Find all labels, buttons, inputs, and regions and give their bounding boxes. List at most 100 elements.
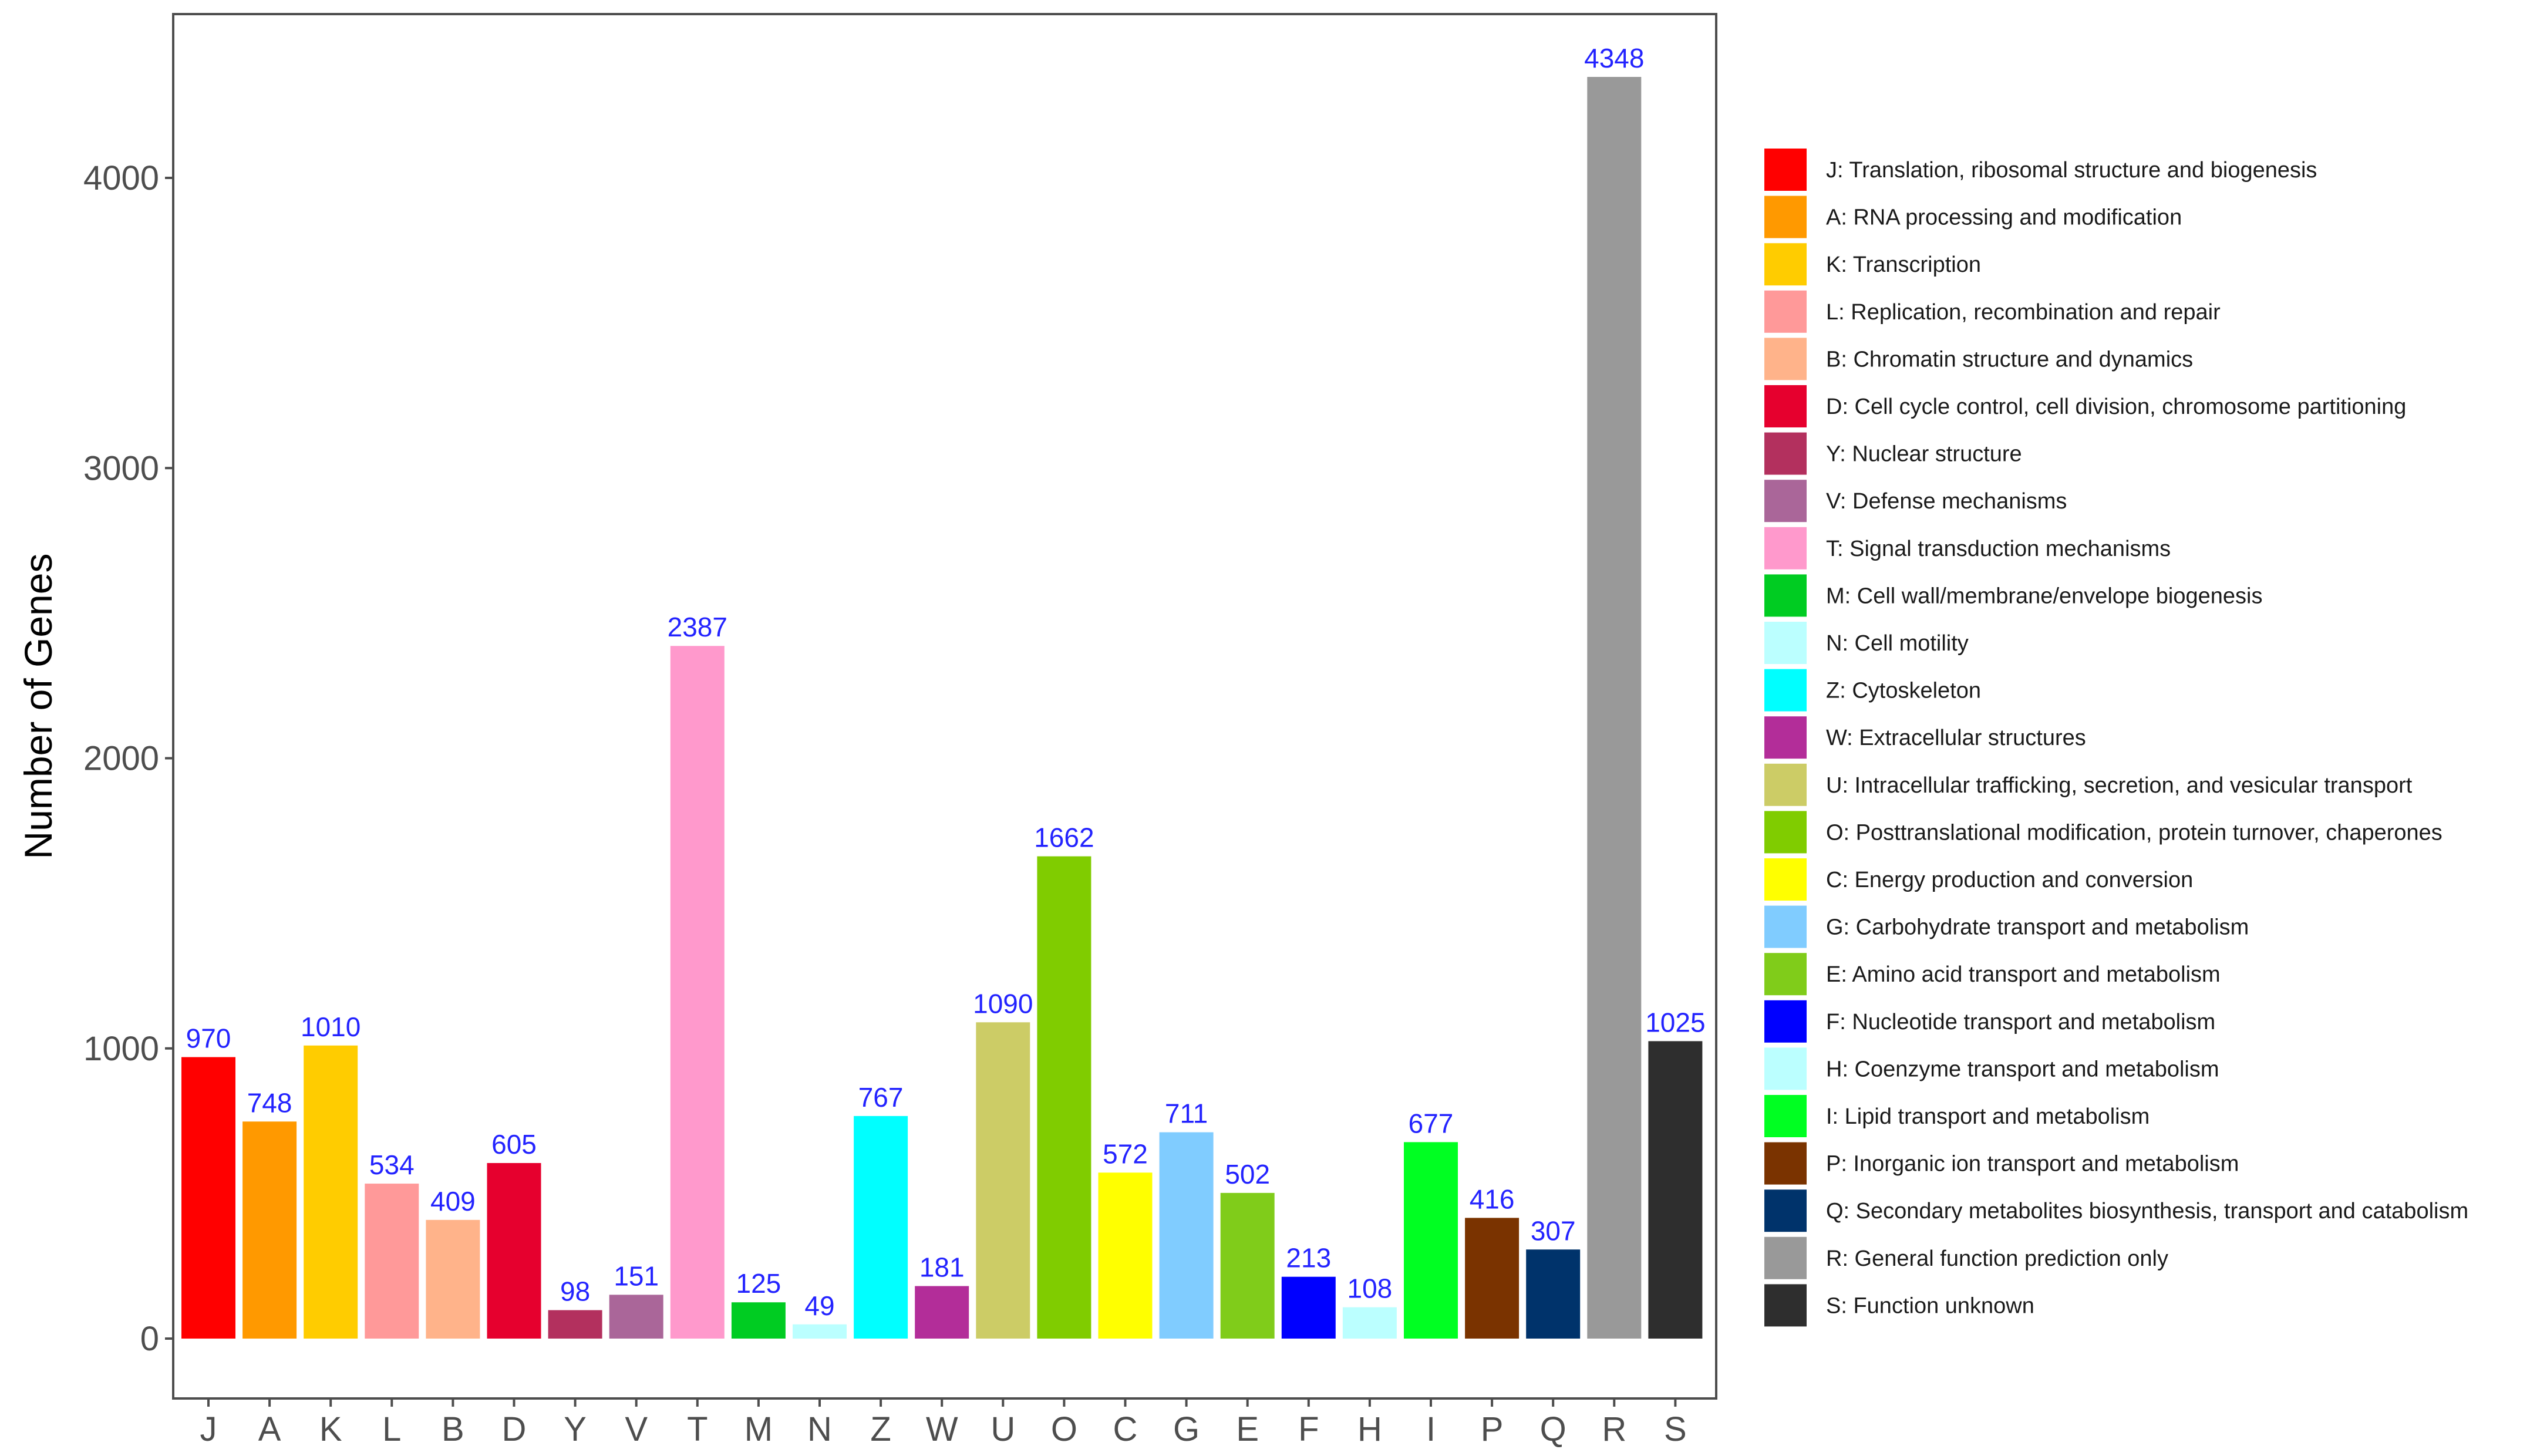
x-tick-label-C: C bbox=[1113, 1410, 1138, 1448]
x-tick-label-O: O bbox=[1051, 1410, 1077, 1448]
legend-label-E: E: Amino acid transport and metabolism bbox=[1826, 962, 2221, 987]
bar-F bbox=[1281, 1276, 1336, 1339]
bar-W bbox=[915, 1286, 969, 1339]
bar-N bbox=[793, 1324, 847, 1339]
x-tick-label-E: E bbox=[1236, 1410, 1259, 1448]
value-label-J: 970 bbox=[186, 1023, 231, 1054]
value-label-L: 534 bbox=[369, 1150, 415, 1180]
legend-label-B: B: Chromatin structure and dynamics bbox=[1826, 347, 2193, 372]
x-tick-label-J: J bbox=[200, 1410, 217, 1448]
x-tick-label-P: P bbox=[1481, 1410, 1504, 1448]
legend-key-O bbox=[1764, 811, 1807, 854]
legend-key-I bbox=[1764, 1095, 1807, 1137]
legend-label-S: S: Function unknown bbox=[1826, 1293, 2034, 1318]
legend-label-R: R: General function prediction only bbox=[1826, 1246, 2168, 1271]
x-tick-label-W: W bbox=[926, 1410, 958, 1448]
legend-label-H: H: Coenzyme transport and metabolism bbox=[1826, 1057, 2219, 1081]
value-label-W: 181 bbox=[919, 1252, 965, 1283]
bar-Z bbox=[854, 1115, 908, 1339]
value-label-E: 502 bbox=[1225, 1159, 1270, 1189]
legend-label-G: G: Carbohydrate transport and metabolism bbox=[1826, 915, 2249, 940]
bar-E bbox=[1220, 1192, 1275, 1339]
legend-label-M: M: Cell wall/membrane/envelope biogenesi… bbox=[1826, 584, 2263, 608]
bar-M bbox=[731, 1302, 786, 1339]
x-tick-label-R: R bbox=[1602, 1410, 1626, 1448]
bar-L bbox=[365, 1184, 419, 1339]
value-label-N: 49 bbox=[804, 1290, 834, 1321]
value-label-Q: 307 bbox=[1531, 1215, 1576, 1246]
value-labels: 970 748 1010 534 409 605 98 151 2387 125 49 767 181 1… bbox=[186, 43, 1706, 1321]
bar-O bbox=[1037, 856, 1091, 1339]
legend: J: Translation, ribosomal structure and … bbox=[1764, 149, 2468, 1327]
legend-label-Q: Q: Secondary metabolites biosynthesis, t… bbox=[1826, 1199, 2468, 1224]
bar-U bbox=[976, 1022, 1030, 1339]
legend-label-L: L: Replication, recombination and repair bbox=[1826, 300, 2221, 325]
legend-label-D: D: Cell cycle control, cell division, ch… bbox=[1826, 395, 2406, 419]
bar-S bbox=[1648, 1041, 1703, 1339]
legend-key-B bbox=[1764, 338, 1807, 380]
y-axis: 0 1000 2000 3000 4000 bbox=[83, 159, 173, 1358]
legend-key-U bbox=[1764, 763, 1807, 806]
value-label-G: 711 bbox=[1165, 1098, 1208, 1129]
value-label-C: 572 bbox=[1103, 1138, 1148, 1169]
legend-key-D bbox=[1764, 385, 1807, 427]
bar-R bbox=[1587, 77, 1642, 1339]
legend-label-A: A: RNA processing and modification bbox=[1826, 205, 2182, 230]
x-tick-label-N: N bbox=[807, 1410, 832, 1448]
legend-label-I: I: Lipid transport and metabolism bbox=[1826, 1104, 2150, 1129]
legend-label-P: P: Inorganic ion transport and metabolis… bbox=[1826, 1152, 2239, 1177]
x-tick-label-K: K bbox=[319, 1410, 342, 1448]
legend-key-F bbox=[1764, 1000, 1807, 1043]
bar-P bbox=[1465, 1218, 1520, 1339]
legend-label-K: K: Transcription bbox=[1826, 252, 1981, 277]
legend-key-K bbox=[1764, 243, 1807, 286]
legend-key-P bbox=[1764, 1142, 1807, 1185]
bar-C bbox=[1098, 1172, 1153, 1339]
value-label-D: 605 bbox=[491, 1129, 537, 1160]
legend-key-L bbox=[1764, 290, 1807, 333]
legend-label-Y: Y: Nuclear structure bbox=[1826, 442, 2022, 467]
x-tick-label-Y: Y bbox=[564, 1410, 587, 1448]
bar-B bbox=[426, 1219, 480, 1339]
y-tick-label: 3000 bbox=[83, 449, 159, 487]
x-tick-label-I: I bbox=[1426, 1410, 1436, 1448]
legend-key-Z bbox=[1764, 669, 1807, 712]
y-tick-label: 0 bbox=[140, 1320, 159, 1358]
legend-key-Y bbox=[1764, 432, 1807, 475]
x-tick-label-F: F bbox=[1298, 1410, 1319, 1448]
legend-key-N bbox=[1764, 622, 1807, 664]
value-label-U: 1090 bbox=[973, 988, 1033, 1019]
value-label-Z: 767 bbox=[858, 1082, 904, 1113]
legend-key-M bbox=[1764, 574, 1807, 617]
x-tick-label-U: U bbox=[990, 1410, 1015, 1448]
legend-key-E bbox=[1764, 953, 1807, 996]
value-label-V: 151 bbox=[614, 1260, 659, 1291]
x-tick-label-S: S bbox=[1664, 1410, 1687, 1448]
value-label-R: 4348 bbox=[1584, 43, 1644, 73]
bar-D bbox=[487, 1162, 541, 1339]
value-label-I: 677 bbox=[1409, 1108, 1454, 1138]
legend-label-J: J: Translation, ribosomal structure and … bbox=[1826, 158, 2317, 183]
legend-key-C bbox=[1764, 858, 1807, 901]
legend-key-Q bbox=[1764, 1189, 1807, 1232]
x-tick-label-M: M bbox=[744, 1410, 773, 1448]
legend-key-R bbox=[1764, 1236, 1807, 1279]
bar-A bbox=[242, 1121, 297, 1339]
value-label-A: 748 bbox=[247, 1087, 292, 1118]
x-tick-label-D: D bbox=[502, 1410, 527, 1448]
value-label-H: 108 bbox=[1347, 1273, 1393, 1304]
x-tick-label-A: A bbox=[258, 1410, 281, 1448]
y-tick-label: 4000 bbox=[83, 159, 159, 197]
value-label-B: 409 bbox=[430, 1186, 476, 1216]
bar-T bbox=[670, 646, 725, 1339]
legend-key-S bbox=[1764, 1284, 1807, 1327]
legend-label-F: F: Nucleotide transport and metabolism bbox=[1826, 1010, 2215, 1034]
x-tick-label-V: V bbox=[625, 1410, 648, 1448]
value-label-F: 213 bbox=[1286, 1243, 1331, 1273]
y-tick-label: 2000 bbox=[83, 740, 159, 778]
value-label-T: 2387 bbox=[668, 612, 727, 642]
y-axis-title: Number of Genes bbox=[16, 554, 60, 860]
legend-label-T: T: Signal transduction mechanisms bbox=[1826, 537, 2171, 561]
bar-J bbox=[181, 1057, 235, 1339]
legend-key-H bbox=[1764, 1047, 1807, 1090]
